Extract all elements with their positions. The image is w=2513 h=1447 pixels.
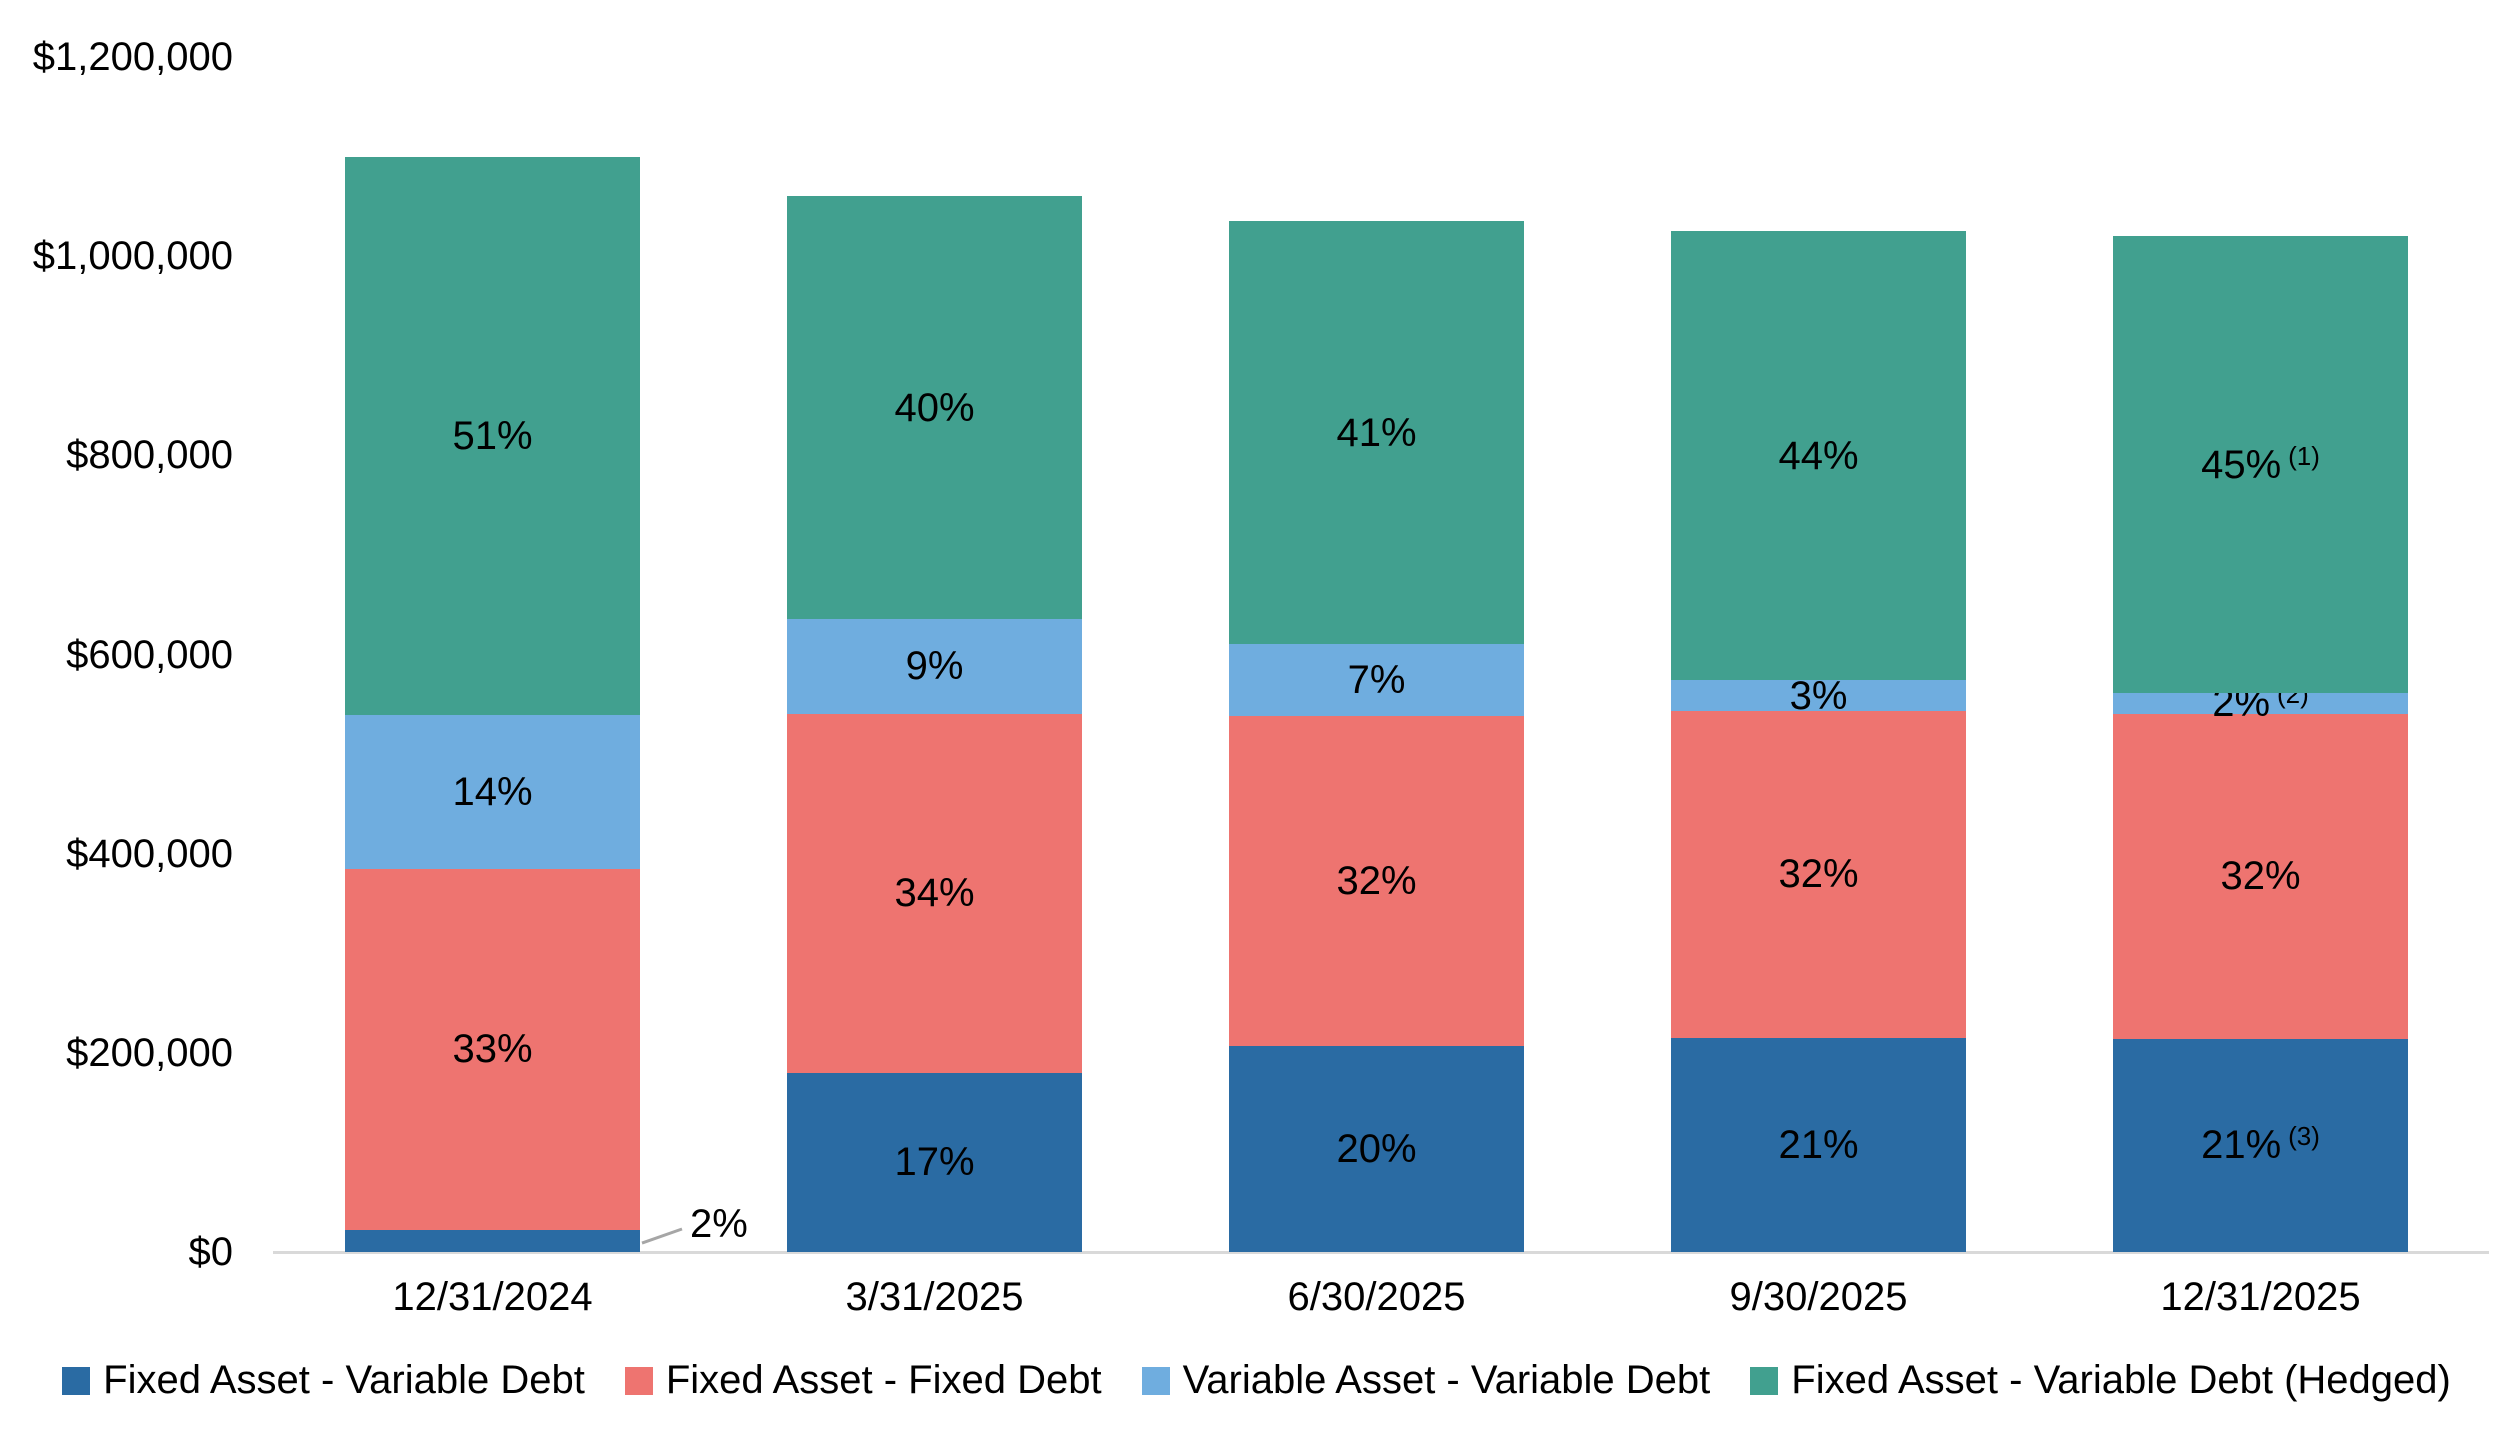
bar-segment <box>345 156 640 716</box>
bar-segment-label: 3% <box>1790 676 1848 716</box>
legend-item: Variable Asset - Variable Debt <box>1141 1358 1711 1403</box>
bar-segment <box>345 715 640 869</box>
bar-segment <box>345 1230 640 1252</box>
bar-segment <box>2113 1038 2408 1252</box>
bar-segment <box>1229 1045 1524 1252</box>
x-axis-category-label: 9/30/2025 <box>1729 1275 1908 1319</box>
segment-percent-text: 32% <box>2220 854 2301 899</box>
bar-segment-label: 7% <box>1348 660 1406 700</box>
bar-segment <box>1671 231 1966 681</box>
legend-label: Fixed Asset - Variable Debt (Hedged) <box>1791 1358 2451 1402</box>
legend-item: Fixed Asset - Variable Debt <box>62 1358 585 1403</box>
bar-segment-label: 32% <box>1336 861 1416 901</box>
bar-segment-label: 21% (3) <box>2201 1123 2320 1168</box>
segment-percent-text: 40% <box>894 385 975 430</box>
segment-percent-text: 21% <box>2201 1123 2282 1168</box>
x-axis-line <box>273 1251 2489 1254</box>
legend-item: Fixed Asset - Fixed Debt <box>624 1358 1102 1403</box>
callout-label: 2% <box>690 1202 748 1246</box>
segment-percent-text: 3% <box>1789 673 1848 718</box>
segment-percent-text: 9% <box>905 644 964 689</box>
bar-segment <box>1671 711 1966 1038</box>
bar-segment-label: 9% <box>906 646 964 686</box>
bar-segment <box>787 618 1082 714</box>
y-axis-tick-label: $400,000 <box>66 831 233 876</box>
bar-segment <box>787 713 1082 1073</box>
segment-percent-text: 21% <box>1778 1122 1859 1167</box>
bar-segment <box>1229 221 1524 644</box>
segment-percent-text: 34% <box>894 871 975 916</box>
bar-segment-label: 14% <box>452 772 532 812</box>
segment-percent-text: 32% <box>1778 852 1859 897</box>
bar-segment <box>2113 236 2408 694</box>
x-axis-category-label: 12/31/2025 <box>2160 1275 2361 1319</box>
segment-percent-text: 44% <box>1778 433 1859 478</box>
bar-segment <box>345 868 640 1231</box>
bar-segment-label: 32% <box>2220 856 2300 896</box>
bar-segment <box>787 196 1082 619</box>
bar-segment <box>2113 713 2408 1039</box>
bar-segment <box>1229 643 1524 717</box>
legend-swatch <box>624 1366 653 1395</box>
bar-segment <box>1671 1037 1966 1252</box>
segment-percent-text: 41% <box>1336 410 1417 455</box>
bar-segment-label: 51% <box>452 416 532 456</box>
bar-segment-label: 32% <box>1778 854 1858 894</box>
y-axis-tick-label: $800,000 <box>66 433 233 478</box>
y-axis-tick-label: $0 <box>188 1230 234 1274</box>
segment-footnote-superscript: (3) <box>2288 1121 2320 1152</box>
y-axis-tick-label: $200,000 <box>66 1030 233 1075</box>
bar-segment-label: 17% <box>894 1142 974 1182</box>
segment-percent-text: 32% <box>1336 858 1417 903</box>
bar-segment <box>1671 680 1966 711</box>
y-axis-tick-label: $1,200,000 <box>32 35 233 79</box>
bar-segment-label: 41% <box>1336 413 1416 453</box>
segment-percent-text: 17% <box>894 1140 975 1185</box>
bar-segment-label: 44% <box>1778 436 1858 476</box>
bar-segment-label: 40% <box>894 388 974 428</box>
bar-segment-label: 33% <box>452 1029 532 1069</box>
segment-percent-text: 33% <box>452 1027 533 1072</box>
bar-segment <box>787 1072 1082 1252</box>
legend-label: Fixed Asset - Fixed Debt <box>665 1358 1102 1402</box>
bar-segment <box>2113 693 2408 714</box>
legend-label: Fixed Asset - Variable Debt <box>103 1358 585 1402</box>
segment-percent-text: 14% <box>452 769 533 814</box>
bar-segment-label: 21% <box>1778 1125 1858 1165</box>
legend-label: Variable Asset - Variable Debt <box>1182 1358 1711 1402</box>
bar-segment <box>1229 716 1524 1046</box>
bar-segment-label: 20% <box>1336 1129 1416 1169</box>
segment-percent-text: 20% <box>1336 1126 1417 1171</box>
segment-percent-text: 45% <box>2201 442 2282 487</box>
y-axis-tick-label: $600,000 <box>66 632 233 677</box>
legend: Fixed Asset - Variable Debt Fixed Asset -… <box>0 1358 2513 1403</box>
x-axis-category-label: 3/31/2025 <box>845 1275 1024 1319</box>
segment-footnote-superscript: (1) <box>2288 440 2320 471</box>
segment-percent-text: 7% <box>1347 657 1406 702</box>
legend-item: Fixed Asset - Variable Debt (Hedged) <box>1750 1358 2451 1403</box>
bar-segment-label: 45% (1) <box>2201 442 2320 487</box>
x-axis-category-label: 6/30/2025 <box>1287 1275 1466 1319</box>
callout-leader-line <box>641 1227 683 1245</box>
y-axis-tick-label: $1,000,000 <box>32 234 233 279</box>
legend-swatch <box>1141 1366 1170 1395</box>
segment-percent-text: 51% <box>452 413 533 458</box>
bar-segment-label: 34% <box>894 873 974 913</box>
x-axis-category-label: 12/31/2024 <box>392 1275 593 1319</box>
legend-swatch <box>62 1366 91 1395</box>
legend-swatch <box>1750 1366 1779 1395</box>
